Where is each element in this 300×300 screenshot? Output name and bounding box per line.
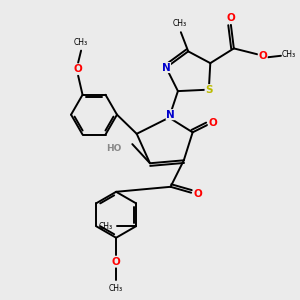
Text: CH₃: CH₃ — [109, 284, 123, 293]
Text: HO: HO — [106, 144, 122, 153]
Text: N: N — [162, 63, 170, 73]
Text: CH₃: CH₃ — [281, 50, 296, 59]
Text: O: O — [112, 257, 121, 267]
Text: CH₃: CH₃ — [99, 222, 113, 231]
Text: S: S — [205, 85, 213, 94]
Text: O: O — [193, 189, 202, 199]
Text: O: O — [208, 118, 217, 128]
Text: N: N — [166, 110, 175, 120]
Text: O: O — [74, 64, 82, 74]
Text: CH₃: CH₃ — [172, 20, 187, 28]
Text: O: O — [226, 14, 235, 23]
Text: CH₃: CH₃ — [74, 38, 88, 47]
Text: O: O — [258, 51, 267, 61]
